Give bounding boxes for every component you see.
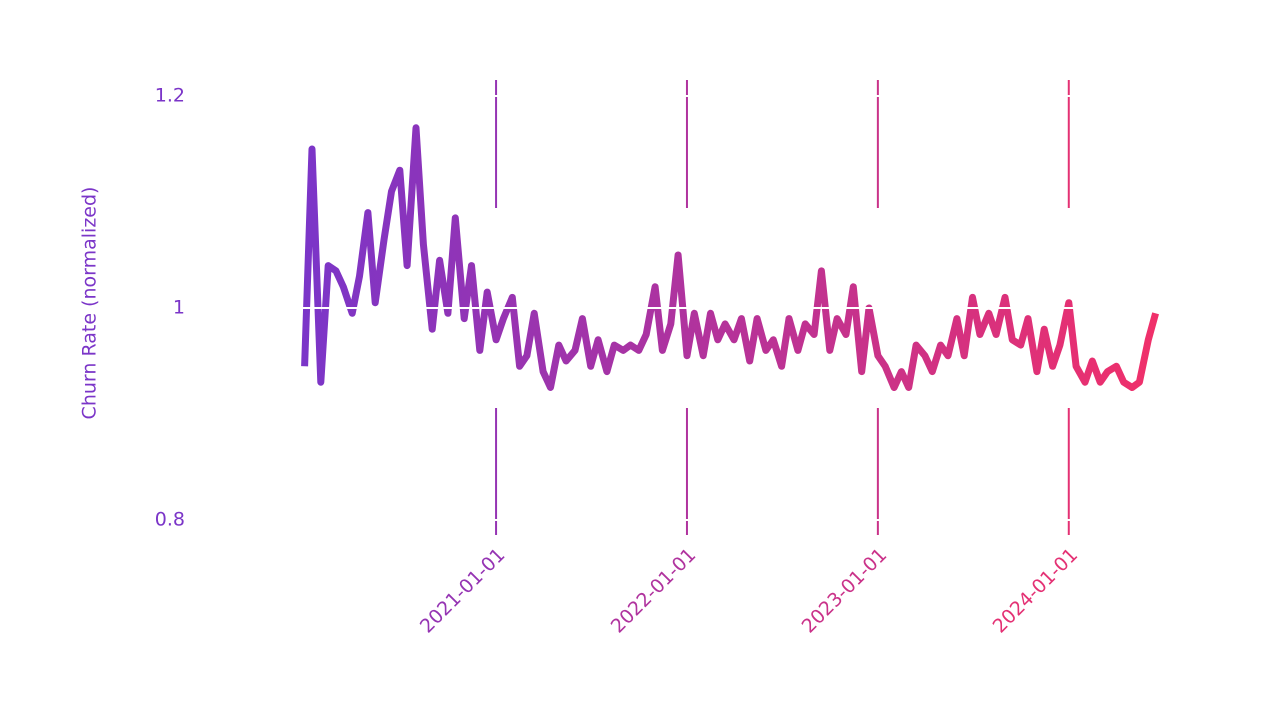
x-tick-label: 2022-01-01 — [607, 544, 701, 638]
x-tick-label: 2024-01-01 — [989, 544, 1083, 638]
x-tick-label: 2021-01-01 — [416, 544, 510, 638]
y-tick-label: 0.8 — [155, 509, 185, 531]
y-tick-label: 1 — [173, 297, 185, 319]
y-tick-label: 1.2 — [155, 85, 185, 107]
data-line — [301, 124, 1159, 391]
y-axis-label: Churn Rate (normalized) — [79, 187, 101, 420]
x-tick-label: 2023-01-01 — [798, 544, 892, 638]
